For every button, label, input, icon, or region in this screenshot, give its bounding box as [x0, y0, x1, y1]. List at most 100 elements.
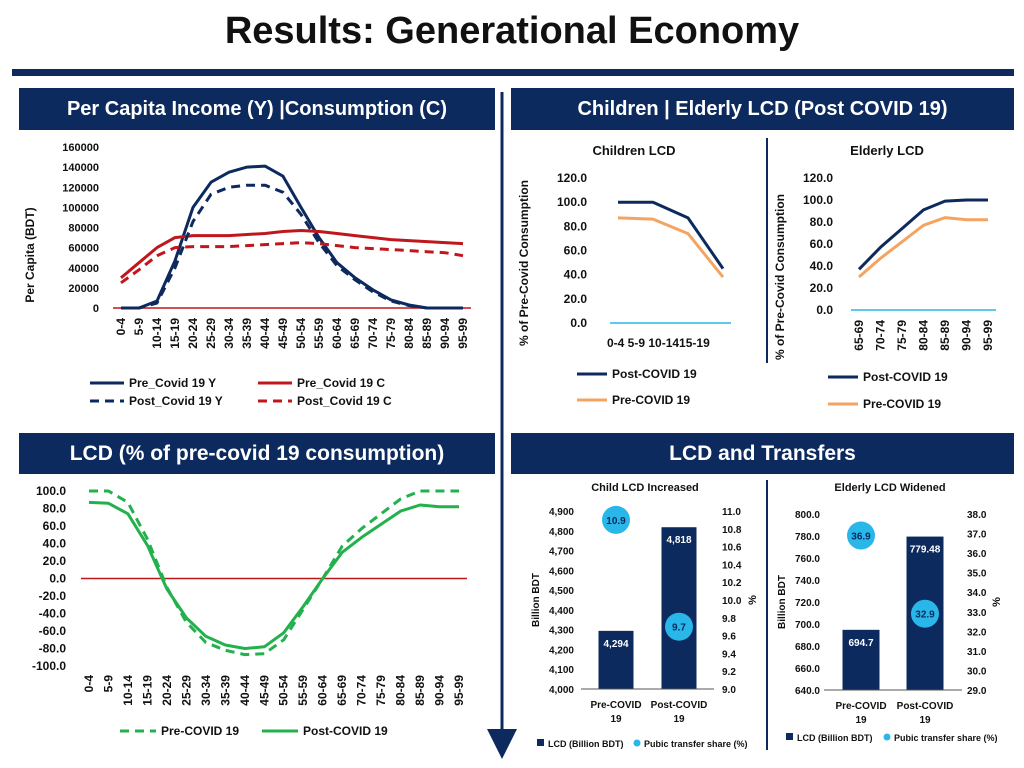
- child-transfers-ytick-right: 9.6: [722, 632, 736, 643]
- child-transfers-ytick-right: 9.2: [722, 667, 736, 678]
- children-lcd-ytick: 80.0: [564, 219, 588, 233]
- elderly-transfers-ytick-left: 660.0: [795, 664, 820, 675]
- income-chart-series-pre-covid-19-y: [121, 164, 463, 310]
- elderly-transfers-ytick-right: 36.0: [967, 549, 987, 560]
- child-transfers-ytick-left: 4,200: [549, 645, 574, 656]
- income-chart-xtick: 5-9: [132, 318, 146, 336]
- income-chart-ytick: 100000: [62, 202, 99, 214]
- children-lcd-series-pre-covid-19: [617, 216, 725, 279]
- child-transfers-legend-bar-swatch: [537, 739, 544, 746]
- child-transfers-ytick-right: 11.0: [722, 507, 741, 518]
- income-chart-xtick: 60-64: [330, 318, 344, 349]
- legend-lcd-pre-covid-label: Pre-COVID 19: [161, 724, 239, 738]
- legend-pre-covid-c-label: Pre_Covid 19 C: [297, 376, 385, 390]
- elderly-transfers-ytick-left: 740.0: [795, 576, 820, 587]
- elderly-transfers-point-label: 32.9: [915, 610, 935, 621]
- income-chart-ytick: 60000: [68, 243, 99, 255]
- elderly-transfers-bar-label: 779.48: [910, 545, 941, 556]
- income-chart-xtick: 95-99: [456, 318, 470, 349]
- child-transfers-ytick-right: 10.6: [722, 543, 742, 554]
- children-lcd-ytick: 100.0: [557, 195, 587, 209]
- elderly-transfers-ytick-left: 780.0: [795, 532, 820, 543]
- income-chart-ytick: 160000: [62, 142, 99, 154]
- children-lcd-ytick: 40.0: [564, 268, 588, 282]
- lcd-pct-chart-ytick: -20.0: [39, 589, 67, 603]
- elderly-lcd-xtick: 95-99: [981, 320, 995, 351]
- child-transfers-bar: [598, 630, 634, 689]
- child-transfers-bar: [661, 527, 697, 689]
- lcd-pct-chart-ytick: 40.0: [43, 537, 67, 551]
- child-transfers-ytick-right: 9.8: [722, 614, 736, 625]
- lcd-pct-chart-ytick: -40.0: [39, 607, 67, 621]
- elderly-lcd-xtick: 70-74: [874, 320, 888, 351]
- child-transfers-ytick-right: 10.2: [722, 578, 742, 589]
- income-chart-xtick: 90-94: [438, 318, 452, 349]
- elderly-transfers-ytick-left: 720.0: [795, 598, 820, 609]
- panel-header-income: Per Capita Income (Y) |Consumption (C): [19, 88, 495, 130]
- legend-lcd-post-covid-label: Post-COVID 19: [303, 724, 388, 738]
- income-chart-xtick: 20-24: [186, 318, 200, 349]
- lcd-pct-chart-xtick: 60-64: [316, 675, 330, 706]
- elderly-transfers-legend-point-swatch: [883, 733, 891, 741]
- children-lcd-series-post-covid-19: [618, 200, 725, 270]
- elderly-transfers-ytick-left: 800.0: [795, 510, 820, 521]
- child-transfers-ytick-right: 10.8: [722, 525, 742, 536]
- income-chart-series-post-covid-19-c: [120, 241, 464, 285]
- legend-post-covid-y-label: Post_Covid 19 Y: [129, 394, 223, 408]
- income-chart-xtick: 30-34: [222, 318, 236, 349]
- legend-children-pre-covid-label: Pre-COVID 19: [612, 393, 690, 407]
- elderly-transfers-point: [847, 521, 875, 550]
- elderly-transfers-xtick: 19: [919, 715, 931, 726]
- elderly-transfers-ytick-right: 29.0: [967, 686, 987, 697]
- elderly-transfers-legend-point-label: Pubic transfer share (%): [894, 733, 998, 743]
- elderly-transfers-ytick-left: 760.0: [795, 554, 820, 565]
- lcd-pct-chart-xtick: 90-94: [433, 675, 447, 706]
- legend-children-post-covid-label: Post-COVID 19: [612, 367, 697, 381]
- elderly-transfers-legend-bar-label: LCD (Billion BDT): [797, 733, 873, 743]
- lcd-pct-chart-xtick: 95-99: [452, 675, 466, 706]
- child-transfers-bar-label: 4,818: [666, 535, 691, 546]
- child-transfers-ytick-left: 4,700: [549, 547, 574, 558]
- elderly-lcd-xtick: 85-89: [938, 320, 952, 351]
- page-title: Results: Generational Economy: [224, 10, 800, 52]
- elderly-lcd-xtick: 75-79: [895, 320, 909, 351]
- elderly-transfers-ytick-right: 31.0: [967, 647, 987, 658]
- legend-elderly-pre-covid-label: Pre-COVID 19: [863, 397, 941, 411]
- child-transfers-xtick: 19: [610, 714, 622, 725]
- legend-pre-covid-y-label: Pre_Covid 19 Y: [129, 376, 216, 390]
- child-transfers-ytick-left: 4,100: [549, 665, 574, 676]
- lcd-pct-chart-xtick: 75-79: [374, 675, 388, 706]
- income-chart-ytick: 120000: [62, 182, 99, 194]
- child-transfers-xtick: Pre-COVID: [590, 700, 641, 711]
- child-transfers-ytick-right: 10.4: [722, 560, 742, 571]
- income-chart-xtick: 25-29: [204, 318, 218, 349]
- lcd-pct-chart-xtick: 15-19: [140, 675, 154, 706]
- lcd-pct-chart-ytick: -80.0: [39, 642, 67, 656]
- elderly-lcd-ytick: 60.0: [810, 237, 834, 251]
- elderly-lcd-ylabel: % of Pre-Covid Consumption: [773, 194, 787, 360]
- income-chart-xtick: 55-59: [312, 318, 326, 349]
- lcd-pct-chart-xtick: 20-24: [160, 675, 174, 706]
- elderly-transfers-point: [911, 599, 939, 628]
- child-transfers-ytick-left: 4,000: [549, 685, 574, 696]
- children-lcd-title: Children LCD: [592, 143, 675, 158]
- elderly-lcd-ytick: 120.0: [803, 171, 833, 185]
- children-lcd-xticks: 0-4 5-9 10-1415-19: [607, 336, 710, 350]
- child-transfers-xtick: Post-COVID: [651, 700, 708, 711]
- elderly-lcd-xtick: 90-94: [960, 320, 974, 351]
- elderly-transfers-ytick-left: 640.0: [795, 686, 820, 697]
- child-transfers-point-label: 9.7: [672, 623, 686, 634]
- income-chart-xtick: 70-74: [366, 318, 380, 349]
- income-chart-xtick: 15-19: [168, 318, 182, 349]
- lcd-pct-chart-xtick: 35-39: [218, 675, 232, 706]
- child-transfers-legend-bar-label: LCD (Billion BDT): [548, 739, 624, 749]
- income-chart-xtick: 65-69: [348, 318, 362, 349]
- child-transfers-bar-label: 4,294: [603, 639, 628, 650]
- child-transfers-ytick-left: 4,600: [549, 566, 574, 577]
- elderly-transfers-ytick-left: 700.0: [795, 620, 820, 631]
- lcd-pct-chart-ytick: -60.0: [39, 624, 67, 638]
- lcd-pct-chart-xtick: 85-89: [413, 675, 427, 706]
- elderly-lcd-series-post-covid-19: [857, 198, 988, 271]
- elderly-lcd-ytick: 40.0: [810, 259, 834, 273]
- lcd-pct-chart-xtick: 30-34: [199, 675, 213, 706]
